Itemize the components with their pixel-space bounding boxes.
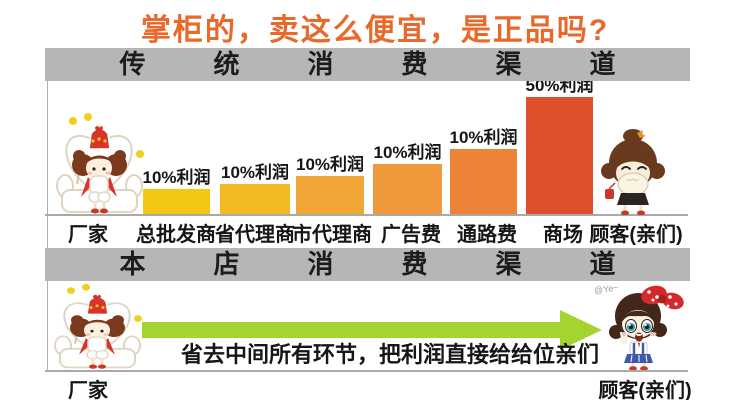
bar-商场 xyxy=(526,97,593,214)
category-label-商场: 商场 xyxy=(543,224,583,246)
bar-广告费 xyxy=(373,164,442,214)
category-label-总批发商: 总批发商 xyxy=(136,224,216,246)
bar-总批发商 xyxy=(143,189,210,214)
bar-value-label: 10%利润 xyxy=(373,143,442,162)
category-label-省代理商: 省代理商 xyxy=(215,224,295,246)
category-label-通路费: 通路费 xyxy=(457,224,517,246)
customer-girl-covering-mouth-illustration xyxy=(601,129,665,215)
factory-queen-illustration xyxy=(52,112,147,215)
category-label-厂家: 厂家 xyxy=(68,224,108,246)
bottom-baseline xyxy=(45,370,688,372)
bar-value-label: 10%利润 xyxy=(449,128,518,147)
arrow-note: 省去中间所有环节，把利润直接给给位亲们 xyxy=(180,342,599,367)
bar-通路费 xyxy=(450,149,517,214)
page-title: 掌柜的，卖这么便宜，是正品吗? xyxy=(140,14,610,47)
bar-value-label: 10%利润 xyxy=(142,168,211,187)
category-label-市代理商: 市代理商 xyxy=(292,224,372,246)
bar-value-label: 10%利润 xyxy=(295,155,365,174)
chart-left-border-line xyxy=(47,81,48,371)
banner-traditional-channel: 传统消费渠道 xyxy=(45,48,690,81)
chart-axis-line xyxy=(45,214,688,216)
profit-bar-chart: 10%利润 10%利润 10%利润 10%利润 10%利润 50%利润 xyxy=(0,76,750,214)
chart-category-labels: 厂家 总批发商 省代理商 市代理商 广告费 通路费 商场 顾客(亲们) xyxy=(0,218,750,248)
customer-girl-with-bow-illustration xyxy=(609,285,684,370)
category-label-广告费: 广告费 xyxy=(381,224,441,246)
bar-市代理商 xyxy=(296,176,364,214)
direct-supply-arrow xyxy=(142,310,602,350)
factory-label: 厂家 xyxy=(68,380,108,400)
category-label-顾客(亲们): 顾客(亲们) xyxy=(589,224,683,246)
bar-省代理商 xyxy=(220,184,290,214)
banner-shop-channel: 本店消费渠道 xyxy=(45,248,690,281)
bar-value-label: 10%利润 xyxy=(220,163,290,182)
customer-label: 顾客(亲们) xyxy=(598,380,692,400)
